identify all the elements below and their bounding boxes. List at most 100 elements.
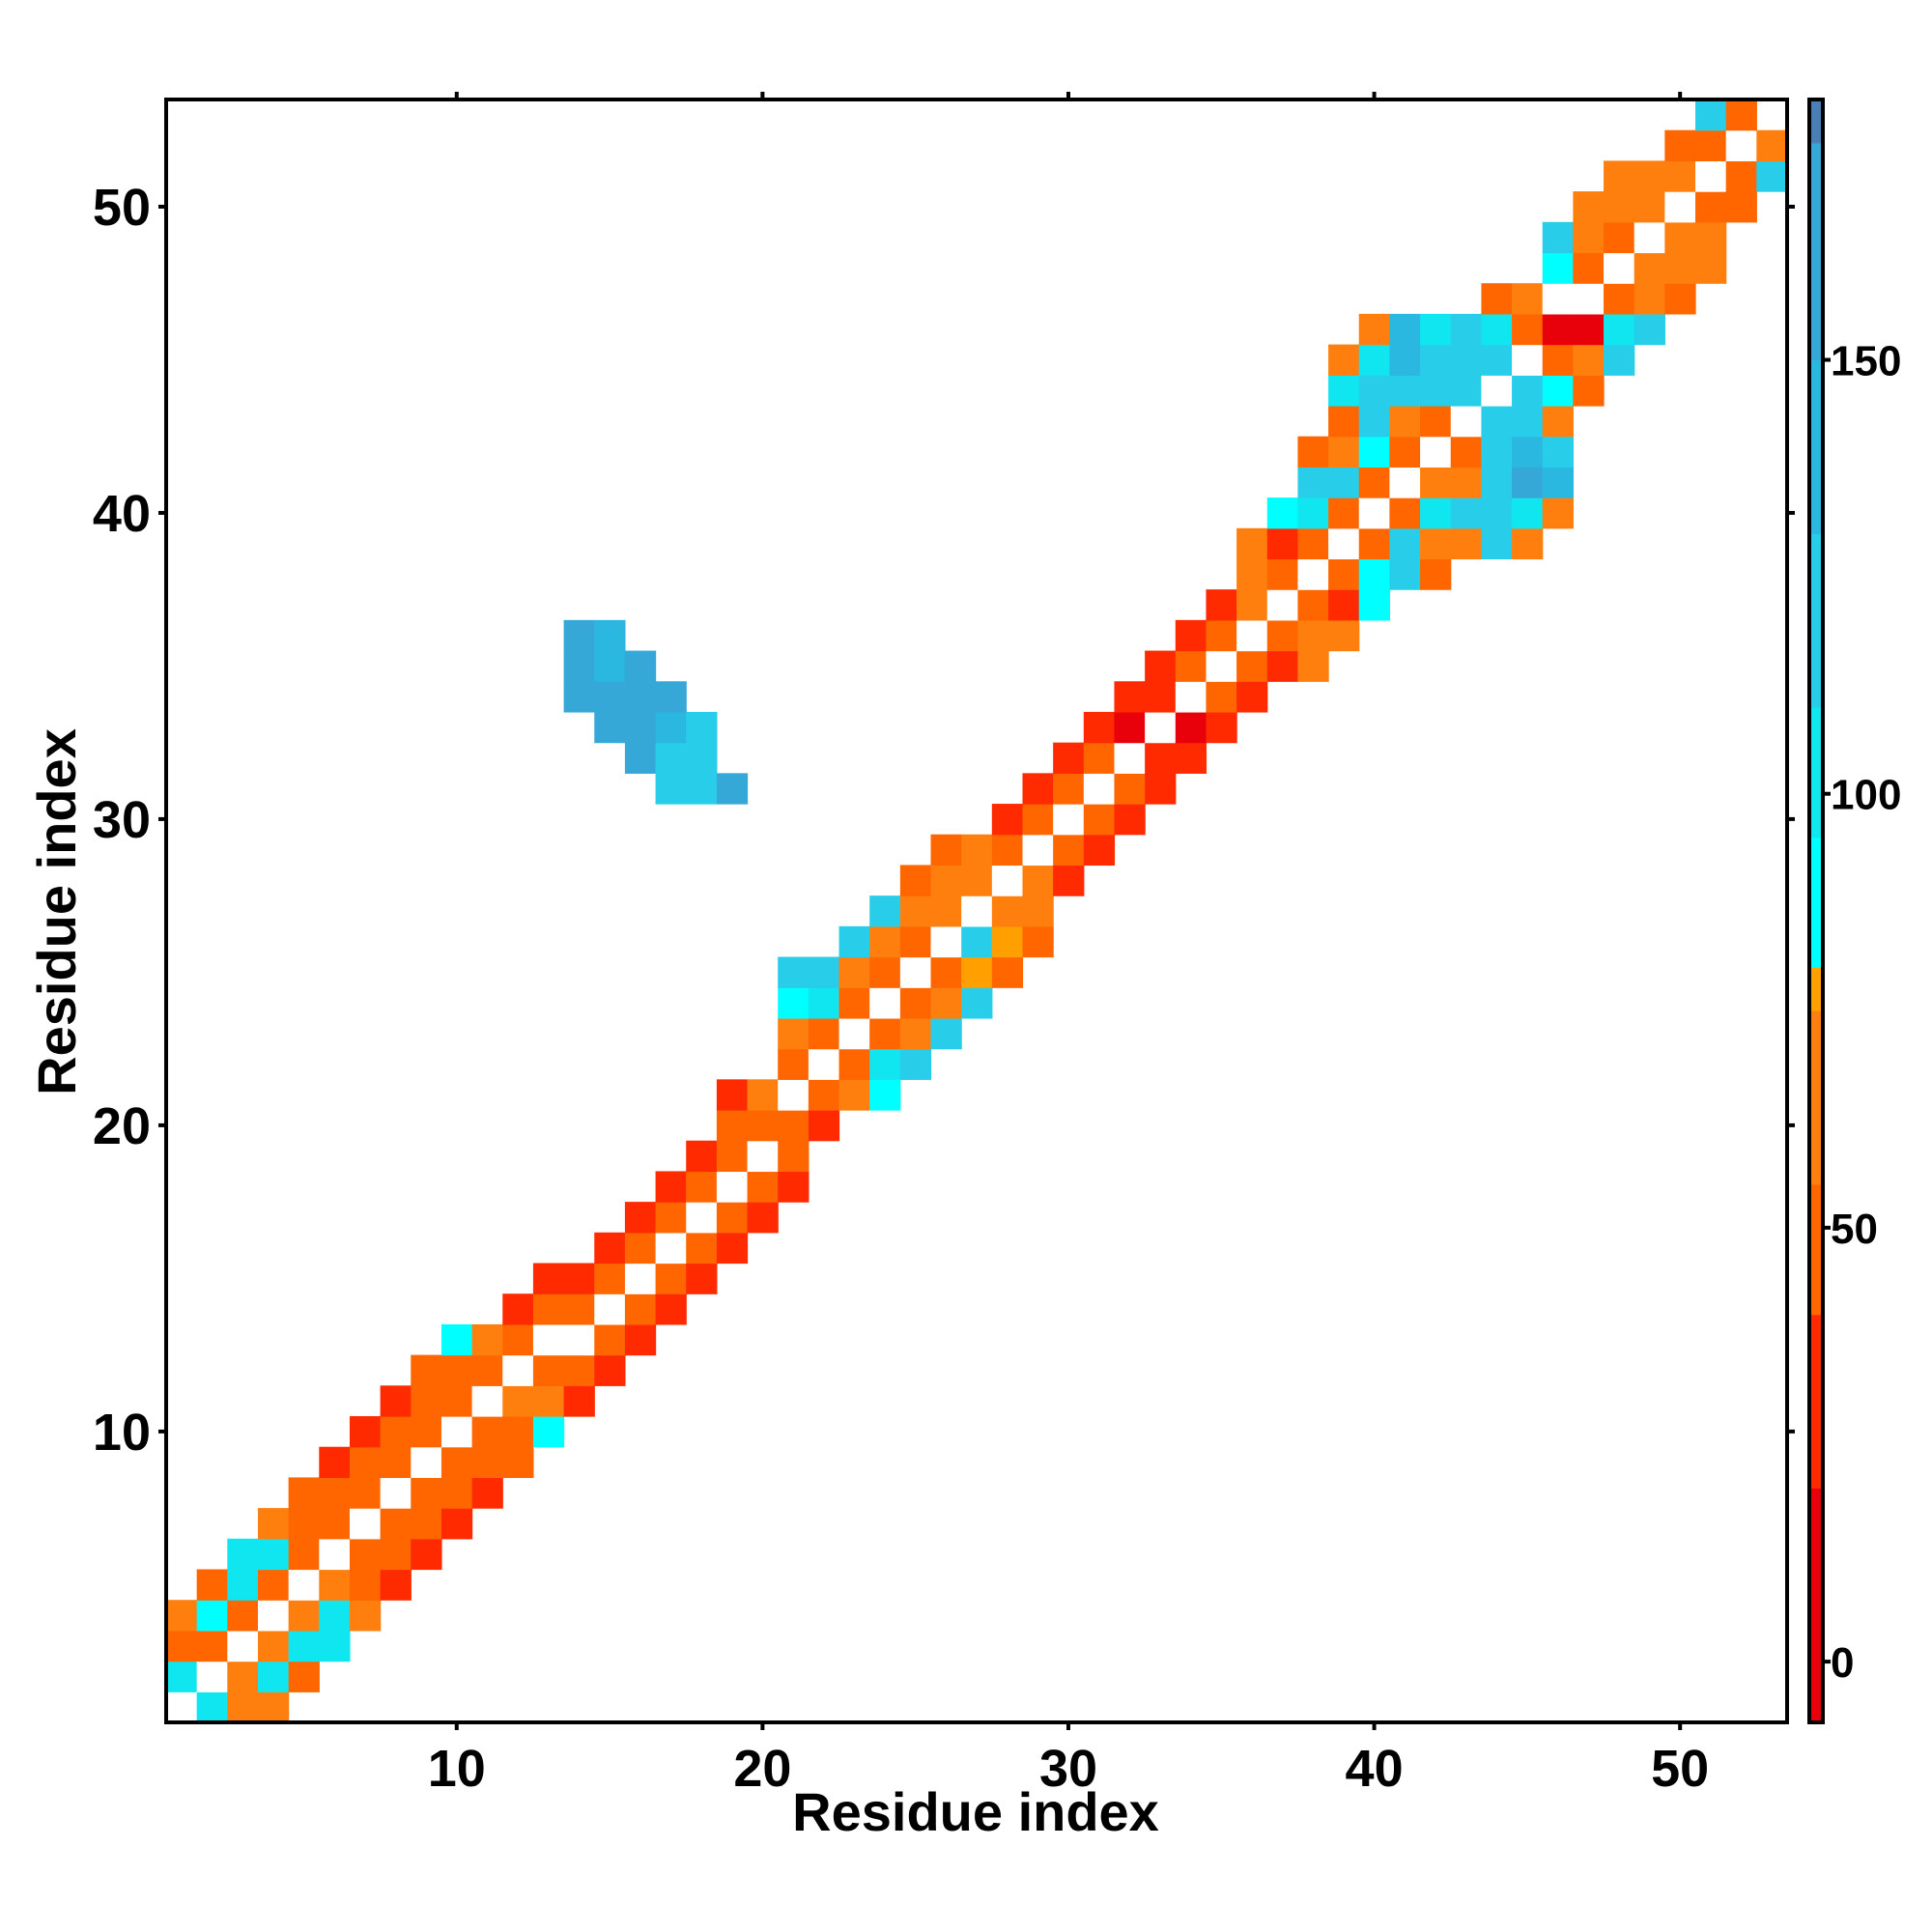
heatmap-cell (532, 1323, 565, 1356)
heatmap-cell (1420, 467, 1452, 498)
heatmap-cell (655, 1232, 687, 1264)
heatmap-cell (1358, 558, 1391, 590)
heatmap-cell (991, 956, 1024, 988)
heatmap-cell (1542, 405, 1574, 438)
heatmap-cell (1145, 711, 1177, 744)
heatmap-cell (991, 834, 1024, 867)
heatmap-cell (563, 1293, 595, 1325)
heatmap-cell (838, 956, 870, 988)
heatmap-cell (1358, 589, 1391, 621)
heatmap-cell (594, 1323, 626, 1356)
heatmap-cell (686, 1202, 718, 1234)
heatmap-cell (1695, 99, 1727, 131)
heatmap-cell (1236, 527, 1268, 560)
heatmap-cell (624, 650, 657, 682)
heatmap-cell (257, 1508, 290, 1540)
heatmap-cell (991, 865, 1024, 896)
heatmap-cell (440, 1446, 473, 1479)
heatmap-cell (686, 711, 718, 744)
heatmap-cell (1573, 221, 1605, 254)
heatmap-cell (1664, 252, 1696, 284)
heatmap-cell (1022, 925, 1054, 958)
heatmap-cell (380, 1446, 412, 1479)
heatmap-cell (899, 956, 932, 988)
heatmap-cell (1450, 467, 1482, 498)
heatmap-cell (686, 742, 718, 774)
heatmap-cell (257, 1661, 290, 1692)
heatmap-cell (778, 1048, 810, 1080)
heatmap-cell (1297, 467, 1329, 498)
heatmap-cell (778, 1017, 810, 1050)
heatmap-cell (532, 1354, 565, 1386)
heatmap-cell (655, 1171, 687, 1203)
heatmap-cell (1450, 344, 1482, 376)
heatmap-cell (166, 1661, 198, 1692)
heatmap-cell (1604, 191, 1635, 223)
heatmap-cell (1664, 160, 1696, 192)
heatmap-cell (227, 1630, 259, 1662)
heatmap-cell (1420, 313, 1452, 346)
heatmap-cell (1420, 497, 1452, 529)
heatmap-cell (1450, 313, 1482, 346)
heatmap-cell (1297, 497, 1329, 529)
heatmap-cell (1725, 129, 1757, 161)
heatmap-cell (1206, 650, 1237, 682)
heatmap-cell (899, 925, 932, 958)
colorbar-segment (1809, 1183, 1823, 1316)
heatmap-cell (1358, 497, 1391, 529)
heatmap-cell (1358, 467, 1391, 498)
x-tick-label: 50 (1651, 1740, 1709, 1798)
heatmap-cell (624, 1293, 657, 1325)
heatmap-cell (594, 650, 626, 682)
heatmap-cell (349, 1508, 382, 1540)
heatmap-cell (655, 742, 687, 774)
colorbar-tick-label: 150 (1831, 338, 1901, 385)
heatmap-cell (686, 1171, 718, 1203)
heatmap-cell (1450, 375, 1482, 407)
heatmap-cell (563, 650, 595, 682)
heatmap-cell (716, 1110, 749, 1142)
heatmap-cell (1206, 619, 1237, 652)
heatmap-cell (655, 1293, 687, 1325)
heatmap-cell (1145, 742, 1177, 774)
heatmap-cell (1604, 252, 1635, 284)
heatmap-cell (1328, 375, 1360, 407)
heatmap-cell (1512, 283, 1544, 315)
heatmap-cell (1756, 129, 1788, 161)
heatmap-cell (838, 1048, 870, 1080)
heatmap-cell (502, 1446, 534, 1479)
heatmap-cell (319, 1508, 351, 1540)
heatmap-cell (196, 1661, 228, 1692)
heatmap-cell (319, 1477, 351, 1509)
heatmap-cell (1512, 313, 1544, 346)
heatmap-cell (532, 1293, 565, 1325)
heatmap-cell (686, 773, 718, 805)
y-tick-label: 30 (93, 791, 151, 849)
heatmap-cell (1450, 527, 1482, 560)
heatmap-cell (1481, 467, 1513, 498)
heatmap-cell (502, 1323, 534, 1356)
heatmap-cell (502, 1293, 534, 1325)
heatmap-cell (196, 1600, 228, 1632)
heatmap-cell (1236, 589, 1268, 621)
heatmap-cell (166, 1600, 198, 1632)
heatmap-cell (1328, 467, 1360, 498)
heatmap-cell (563, 1354, 595, 1386)
heatmap-cell (624, 1323, 657, 1356)
heatmap-cell (1420, 436, 1452, 468)
heatmap-cell (1266, 497, 1299, 529)
heatmap-cell (1420, 375, 1452, 407)
heatmap-cell (1573, 252, 1605, 284)
heatmap-cell (319, 1569, 351, 1601)
heatmap-cell (1053, 773, 1085, 805)
heatmap-cell (1145, 681, 1177, 713)
heatmap-cell (1573, 375, 1605, 407)
colorbar-tick-label: 50 (1831, 1206, 1878, 1253)
heatmap-cell (716, 1079, 749, 1111)
heatmap-cell (869, 1017, 901, 1050)
heatmap-cell (1512, 497, 1544, 529)
heatmap-cell (808, 1017, 840, 1050)
heatmap-cell (869, 956, 901, 988)
heatmap-cell (1481, 313, 1513, 346)
